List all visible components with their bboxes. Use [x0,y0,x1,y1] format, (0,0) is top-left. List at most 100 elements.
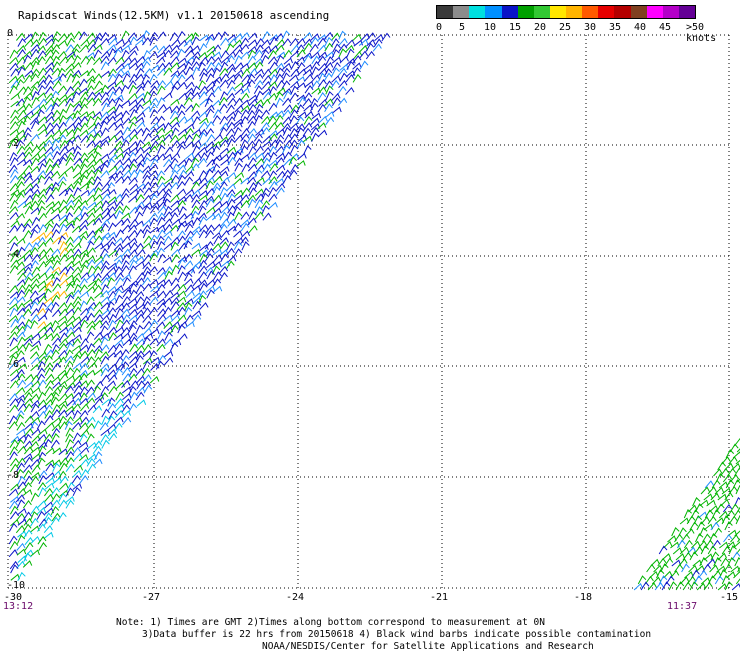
wind-barb [261,56,268,64]
wind-barb [101,357,109,365]
wind-barb [179,94,188,100]
wind-barb [186,50,194,57]
wind-barb [66,368,74,376]
wind-barb [80,404,88,411]
wind-barb [192,37,200,45]
wind-barb [38,392,45,400]
wind-barb [10,405,18,412]
colorbar-label: 0 [436,22,442,33]
wind-barb [32,334,41,340]
wind-barb [186,82,194,89]
wind-barb [39,543,47,551]
wind-barb [156,322,165,329]
wind-barb [39,442,48,449]
wind-barb [59,182,66,190]
wind-barb [30,394,39,401]
wind-barb [122,51,129,59]
wind-barb [101,326,109,334]
wind-barb [359,52,367,59]
wind-barb [73,165,81,172]
wind-barb [114,118,123,124]
note-line-1: Note: 1) Times are GMT 2)Times along bot… [116,617,545,628]
wind-barb [724,535,732,542]
wind-barb [165,147,173,154]
wind-barb [10,338,18,346]
wind-barb [185,177,193,185]
wind-barb [11,437,20,443]
wind-barb [51,321,59,329]
wind-barb [151,135,160,141]
wind-barb [164,237,172,245]
wind-barb [66,464,74,471]
colorbar-segment [614,6,630,18]
wind-barb [52,345,59,353]
wind-barb [102,441,110,449]
wind-barb [93,286,101,293]
colorbar-label: 25 [559,22,571,33]
wind-barb [51,518,59,526]
wind-barb [199,44,207,52]
wind-barb [87,129,96,135]
wind-barb [46,375,54,382]
wind-barb [647,565,655,572]
wind-barb [221,254,229,262]
wind-barb [136,297,144,305]
wind-barb [66,411,75,417]
wind-barb [703,534,711,542]
wind-barb [128,325,136,333]
note-line-2: 3)Data buffer is 22 hrs from 20150618 4)… [116,629,651,640]
wind-barb [115,327,124,333]
latitude-tick-label: -10 [7,580,25,591]
wind-barb [213,77,222,83]
wind-barb [38,262,46,269]
wind-barb [46,423,55,429]
wind-barb [135,212,143,220]
wind-barb [353,35,362,41]
wind-barb [200,35,209,40]
wind-barb [122,243,131,249]
wind-barb [684,541,692,548]
wind-barb [143,316,151,323]
wind-barb [199,171,207,179]
wind-barb [255,74,263,81]
wind-barb [725,582,733,590]
wind-barb [18,364,27,370]
wind-barb [129,310,138,316]
wind-barb [59,321,68,327]
wind-barb [80,45,88,52]
wind-barb [18,202,27,208]
wind-barb [24,166,32,173]
wind-barb [715,576,723,584]
wind-barb [684,510,691,518]
wind-barb [142,243,151,249]
wind-barb [235,63,244,70]
wind-barb [256,178,265,184]
wind-barb [66,33,74,40]
wind-barb [39,352,48,358]
wind-barb [199,196,208,201]
wind-barb [101,62,109,70]
wind-barb [193,315,201,322]
wind-barb [170,33,178,41]
wind-barb [18,380,26,388]
wind-barb [184,279,193,285]
wind-barb [16,262,25,269]
wind-barb [178,32,186,40]
wind-barb [143,203,152,209]
latitude-tick-label: 0 [7,28,13,39]
wind-barb [39,334,48,340]
wind-barb [163,93,172,99]
wind-barb [150,329,159,335]
wind-barb [60,224,67,232]
wind-barb [165,81,174,88]
latitude-tick-label: -2 [7,138,19,149]
colorbar-label: 15 [509,22,521,33]
wind-barb [46,195,54,202]
wind-barb [221,193,229,201]
wind-barb [283,128,291,136]
wind-barb [95,81,103,89]
wind-barb [59,351,68,358]
wind-barb [179,170,187,178]
wind-barb [10,50,18,58]
wind-barb [9,77,18,83]
